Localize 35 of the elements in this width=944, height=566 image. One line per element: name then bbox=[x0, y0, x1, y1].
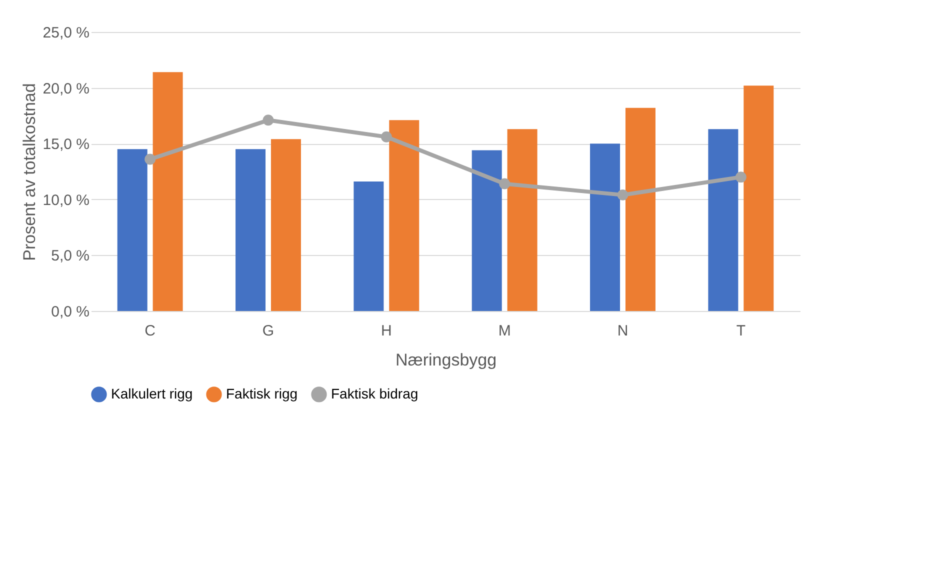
bar bbox=[236, 149, 266, 311]
x-axis-title: Næringsbygg bbox=[395, 350, 497, 370]
bar bbox=[590, 144, 620, 311]
bar bbox=[354, 182, 384, 311]
y-tick-label: 0,0 % bbox=[51, 304, 90, 320]
bar bbox=[507, 129, 538, 311]
point bbox=[144, 154, 156, 165]
legend-label: Faktisk rigg bbox=[226, 385, 298, 402]
point bbox=[380, 131, 392, 142]
legend-label: Faktisk bidrag bbox=[331, 385, 418, 402]
x-tick-label: C bbox=[144, 322, 156, 340]
bar bbox=[270, 139, 301, 311]
bar bbox=[708, 129, 738, 311]
y-tick-label: 20,0 % bbox=[42, 80, 90, 98]
x-tick-label: H bbox=[380, 322, 392, 340]
x-tick-label: T bbox=[736, 322, 746, 340]
y-tick-label: 15,0 % bbox=[42, 136, 90, 154]
x-tick-label: G bbox=[262, 322, 274, 340]
y-tick-label: 10,0 % bbox=[42, 192, 90, 209]
x-tick-label: N bbox=[617, 322, 628, 340]
bar bbox=[472, 150, 502, 311]
bar bbox=[117, 149, 148, 311]
bar bbox=[389, 120, 420, 311]
bar bbox=[625, 108, 656, 311]
y-axis-title: Prosent av totalkostnad bbox=[20, 83, 39, 261]
point bbox=[735, 172, 746, 183]
y-tick-label: 5,0 % bbox=[51, 248, 90, 265]
point bbox=[262, 114, 274, 126]
legend-label: Kalkulert rigg bbox=[111, 385, 193, 402]
bar bbox=[744, 86, 774, 311]
x-tick-label: M bbox=[498, 322, 511, 340]
point bbox=[617, 189, 628, 200]
point bbox=[499, 178, 510, 190]
bar bbox=[152, 72, 183, 311]
y-tick-label: 25,0 % bbox=[42, 24, 90, 42]
